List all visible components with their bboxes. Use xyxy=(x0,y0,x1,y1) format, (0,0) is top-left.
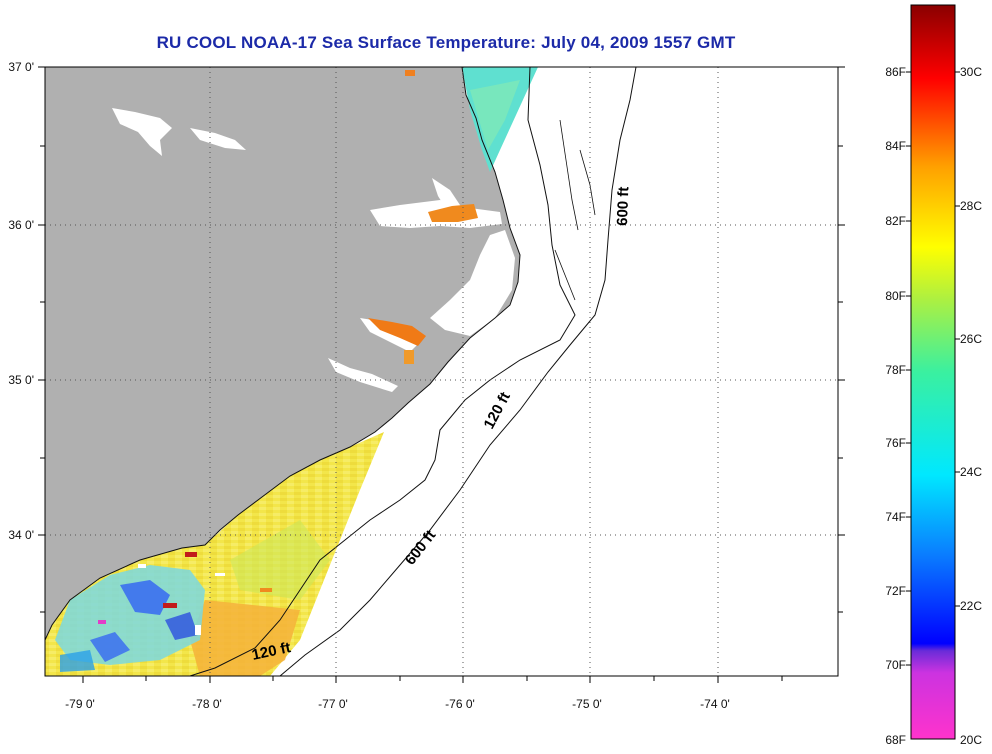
colorbar-label-76f: 76F xyxy=(885,436,906,450)
lon-label-77: -77 0' xyxy=(318,697,348,711)
colorbar-label-26c: 26C xyxy=(960,332,983,346)
lat-label-35: 35 0' xyxy=(8,373,34,387)
inland-lake-1 xyxy=(112,108,172,156)
coastline xyxy=(45,67,521,641)
map-frame xyxy=(44,66,839,677)
colorbar-label-82f: 82F xyxy=(885,214,906,228)
lat-label-34: 34 0' xyxy=(8,528,34,542)
lon-label-79: -79 0' xyxy=(65,697,95,711)
chowan-river xyxy=(432,178,462,212)
contour-label-600ft-south: 600 ft xyxy=(402,527,440,568)
lat-label-37: 37 0' xyxy=(8,60,34,74)
lon-label-78: -78 0' xyxy=(192,697,222,711)
colorbar-label-24c: 24C xyxy=(960,465,983,479)
lon-label-75: -75 0' xyxy=(572,697,602,711)
colorbar-label-86f: 86F xyxy=(885,65,906,79)
pamlico-river xyxy=(328,358,398,392)
sst-pamlico-river xyxy=(368,318,426,346)
inland-lake-2 xyxy=(190,128,246,150)
lon-label-74: -74 0' xyxy=(700,697,730,711)
lon-label-76: -76 0' xyxy=(445,697,475,711)
colorbar-label-72f: 72F xyxy=(885,584,906,598)
contour-label-120ft-mid: 120 ft xyxy=(481,389,514,432)
colorbar-label-78f: 78F xyxy=(885,363,906,377)
contour-120ft xyxy=(189,67,576,676)
contour-label-600ft-north: 600 ft xyxy=(614,186,632,226)
colorbar-label-80f: 80F xyxy=(885,289,906,303)
colorbar-label-84f: 84F xyxy=(885,139,906,153)
lat-label-36: 36 0' xyxy=(8,218,34,232)
colorbar-label-28c: 28C xyxy=(960,199,983,213)
neuse-river xyxy=(360,318,420,352)
pamlico-sound xyxy=(430,230,515,336)
colorbar-label-70f: 70F xyxy=(885,658,906,672)
contour-600ft xyxy=(279,67,637,676)
sst-albemarle xyxy=(428,204,478,222)
colorbar-label-68f: 68F xyxy=(885,733,906,747)
colorbar-label-30c: 30C xyxy=(960,65,983,79)
colorbar-label-22c: 22C xyxy=(960,599,983,613)
colorbar-label-20c: 20C xyxy=(960,733,983,747)
map-title: RU COOL NOAA-17 Sea Surface Temperature:… xyxy=(156,33,736,52)
colorbar-label-74f: 74F xyxy=(885,510,906,524)
